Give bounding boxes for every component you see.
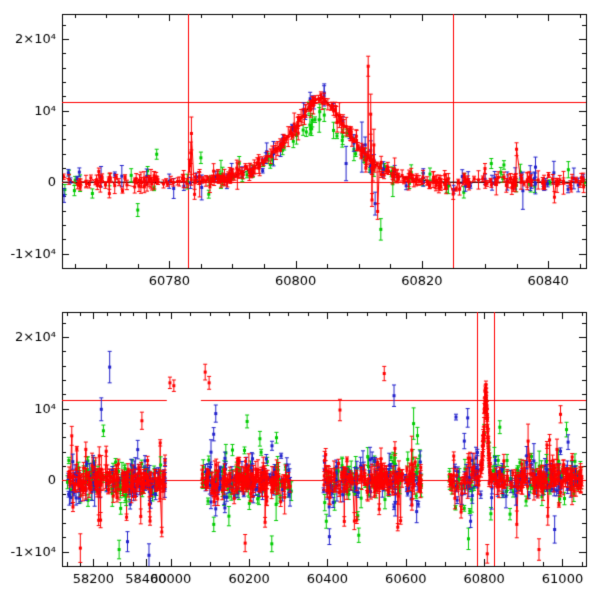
figure-container bbox=[0, 0, 600, 600]
light-curves-canvas bbox=[0, 0, 600, 600]
